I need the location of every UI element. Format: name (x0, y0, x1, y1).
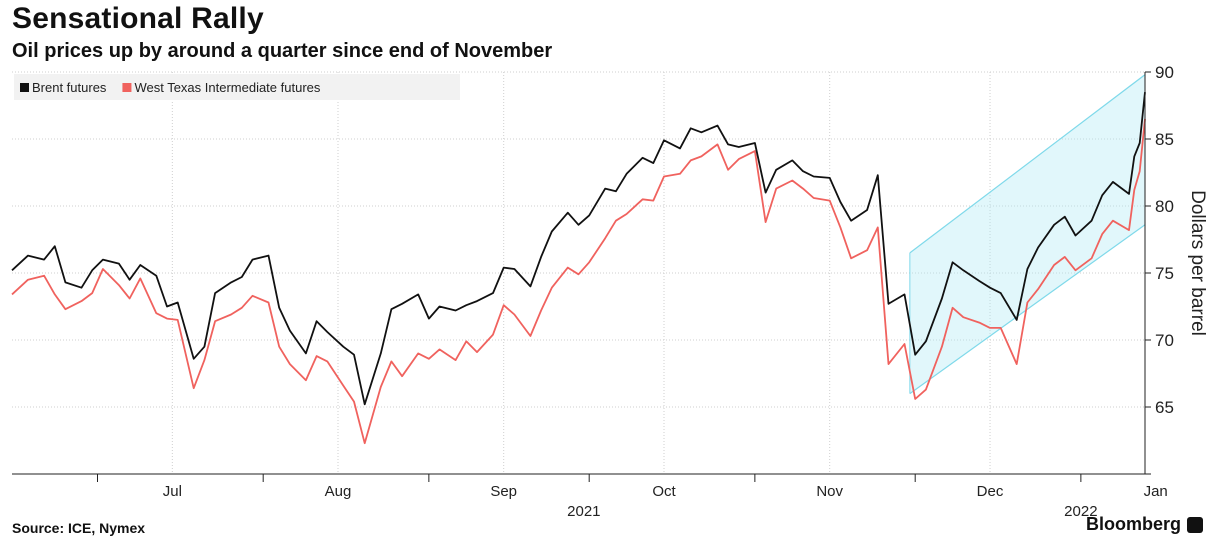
y-tick-label: 65 (1155, 398, 1174, 417)
y-tick-label: 75 (1155, 264, 1174, 283)
year-label: 2021 (567, 503, 600, 520)
chart-title: Sensational Rally (12, 2, 264, 35)
bloomberg-icon (1187, 516, 1203, 533)
legend-label: West Texas Intermediate futures (134, 80, 320, 95)
y-axis-label: Dollars per barrel (1187, 190, 1208, 336)
grid-lines (12, 71, 1145, 474)
legend: Brent futures West Texas Intermediate fut… (14, 74, 460, 100)
x-tick-label: Nov (816, 483, 843, 500)
x-tick-label: Aug (325, 483, 352, 500)
y-tick-label: 85 (1155, 130, 1174, 149)
trend-channel-fill (909, 74, 1145, 394)
x-tick-label: Jul (163, 483, 182, 500)
legend-swatch (122, 83, 132, 92)
x-tick-label: Dec (977, 483, 1004, 500)
source-note: Source: ICE, Nymex (12, 520, 146, 536)
legend-label: Brent futures (32, 80, 107, 95)
x-tick-label: Jan (1144, 483, 1168, 500)
legend-background (14, 74, 460, 100)
y-tick-label: 70 (1155, 331, 1174, 350)
brand-logo: Bloomberg (1086, 514, 1203, 535)
trend-channel (909, 74, 1146, 395)
legend-swatch (20, 83, 29, 92)
brand-name: Bloomberg (1085, 514, 1181, 534)
y-tick-label: 80 (1155, 197, 1174, 216)
year-label: 2022 (1064, 503, 1097, 520)
x-tick-label: Oct (652, 483, 676, 500)
chart-subtitle: Oil prices up by around a quarter since … (12, 40, 553, 62)
axes: 65 70 75 80 85 90 Dollars per barrel Jul Aug Sep O… (12, 63, 1208, 520)
series-line (11, 118, 1146, 445)
x-tick-label: Sep (490, 483, 517, 500)
series-lines (11, 92, 1146, 445)
series-line (11, 92, 1146, 406)
y-tick-label: 90 (1155, 63, 1174, 82)
trend-channel-upper (909, 74, 1146, 254)
trend-channel-lower (909, 224, 1146, 395)
